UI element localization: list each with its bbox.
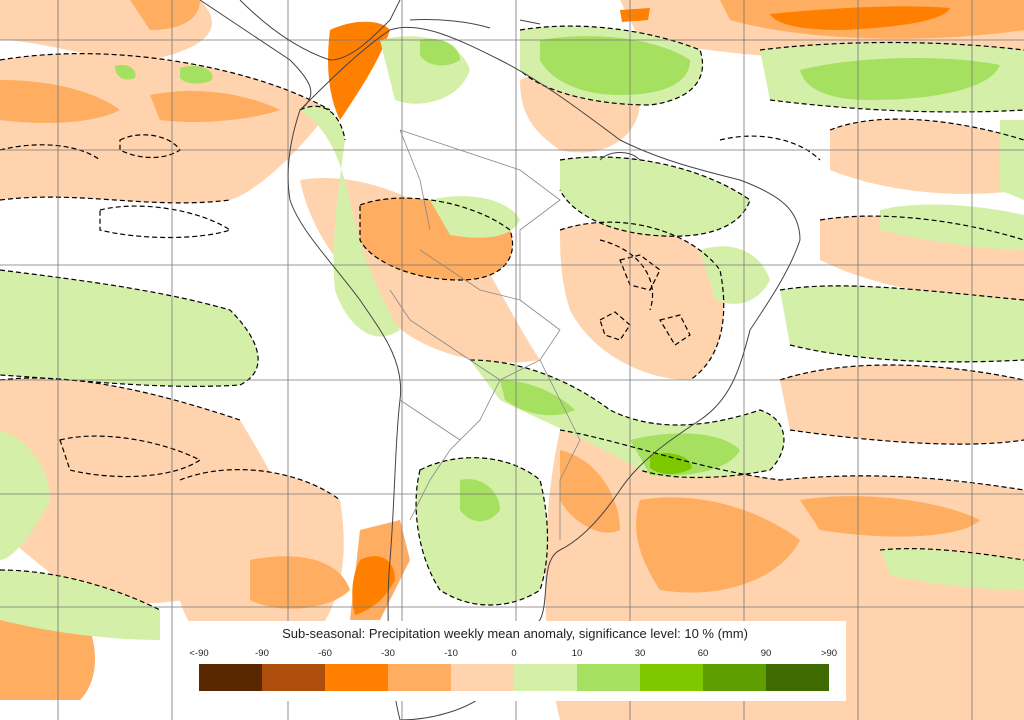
legend-tick-label: -90 bbox=[255, 648, 269, 659]
legend-swatch bbox=[325, 664, 388, 691]
legend-panel: Sub-seasonal: Precipitation weekly mean … bbox=[184, 621, 846, 701]
legend-tick-label: 60 bbox=[697, 648, 709, 659]
wet-strong-anomaly-areas bbox=[650, 453, 692, 474]
legend-tick-label: 10 bbox=[571, 648, 583, 659]
legend-swatch bbox=[199, 664, 262, 691]
legend-tick-label: 30 bbox=[634, 648, 646, 659]
legend-swatch bbox=[388, 664, 451, 691]
caribbean-islands bbox=[409, 18, 641, 161]
legend-swatch bbox=[766, 664, 829, 691]
central-america-coastline bbox=[199, 0, 401, 111]
country-borders bbox=[389, 129, 581, 540]
legend-swatch bbox=[640, 664, 703, 691]
legend-tick-label: 0 bbox=[511, 648, 517, 659]
legend-tick-label: >90 bbox=[820, 648, 838, 659]
legend-swatch bbox=[451, 664, 514, 691]
significance-contours bbox=[0, 25, 1024, 611]
south-america-coastline bbox=[287, 26, 801, 720]
legend-tick-label: -30 bbox=[381, 648, 395, 659]
legend-tick-label: <-90 bbox=[189, 648, 209, 659]
dry-strong-anomaly-areas bbox=[328, 6, 950, 615]
legend-swatch bbox=[703, 664, 766, 691]
coastlines-and-borders bbox=[199, 0, 801, 720]
legend-title: Sub-seasonal: Precipitation weekly mean … bbox=[282, 626, 748, 641]
legend-tick-label: -10 bbox=[444, 648, 458, 659]
wet-mid-anomaly-areas bbox=[115, 36, 1000, 522]
legend-swatch bbox=[514, 664, 577, 691]
legend-tick-label: -60 bbox=[318, 648, 332, 659]
legend-swatch bbox=[577, 664, 640, 691]
legend-tick-label: 90 bbox=[760, 648, 772, 659]
legend-swatch bbox=[262, 664, 325, 691]
